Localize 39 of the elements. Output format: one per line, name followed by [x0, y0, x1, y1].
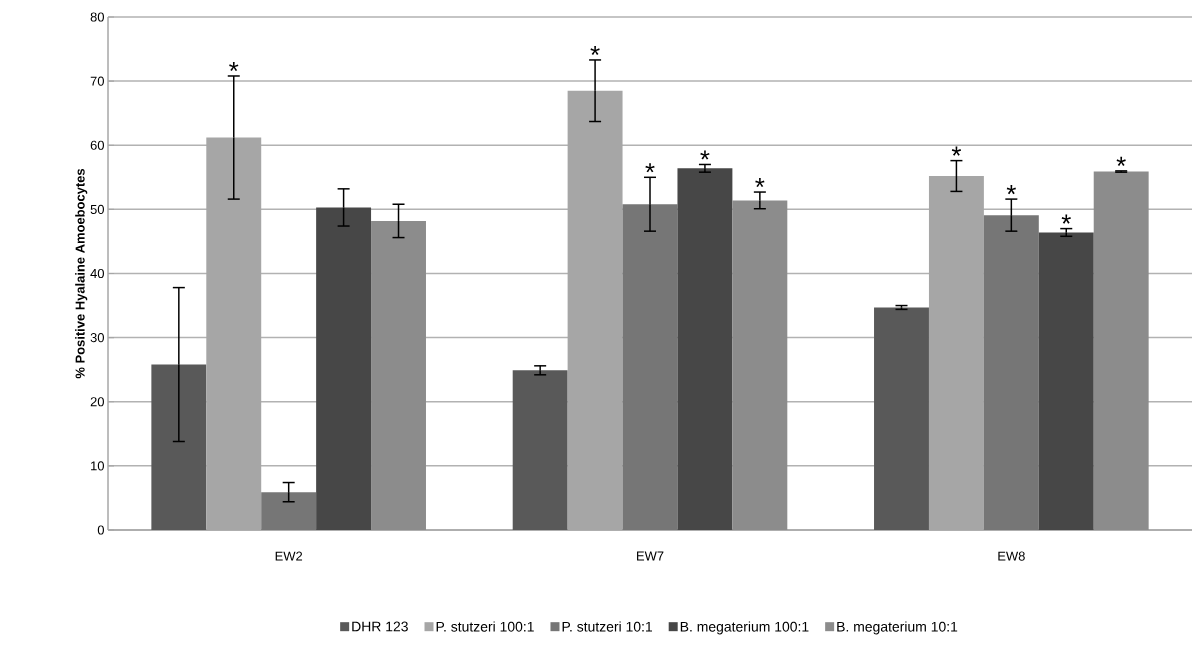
y-tick-label: 50 [90, 204, 104, 214]
y-tick-label: 60 [90, 140, 104, 150]
y-tick-label: 30 [90, 333, 104, 343]
data-label: * [951, 146, 962, 156]
y-tick-label: 0 [97, 525, 104, 535]
data-label: * [645, 163, 655, 173]
legend-label: B. megaterium 100:1 [680, 621, 809, 635]
x-tick-label: EW7 [637, 551, 664, 561]
bar [677, 168, 733, 530]
legend-label: B. megaterium 10:1 [837, 621, 958, 635]
legend-label: P. stutzeri 100:1 [436, 621, 534, 632]
x-tick-label: EW8 [998, 551, 1025, 561]
data-label: * [700, 150, 710, 160]
legend-label: P. stutzeri 10:1 [562, 621, 653, 632]
legend-label: DHR 123 [352, 621, 408, 632]
data-label: * [1006, 185, 1016, 195]
data-label: * [1116, 156, 1126, 166]
bar [371, 220, 426, 530]
bar [622, 204, 678, 530]
y-tick-label: 10 [91, 461, 104, 471]
y-axis-title: % Positive Hyalaine Amoebocytes [75, 168, 88, 379]
x-tick-label: EW2 [275, 551, 303, 561]
bar [874, 307, 929, 530]
data-label: * [1061, 214, 1071, 224]
data-label: * [590, 45, 600, 56]
data-label: * [229, 61, 239, 72]
y-tick-label: 20 [90, 397, 104, 407]
y-tick-label: 40 [90, 268, 104, 279]
bar [151, 364, 207, 530]
bar [316, 207, 372, 530]
bar [261, 492, 317, 530]
bar [1093, 171, 1149, 530]
bar [983, 215, 1039, 530]
bar [732, 200, 788, 530]
y-tick-label: 80 [90, 12, 104, 22]
bar [1038, 232, 1094, 530]
y-tick-label: 70 [90, 76, 104, 86]
data-label: * [755, 178, 765, 188]
bar [512, 370, 568, 530]
